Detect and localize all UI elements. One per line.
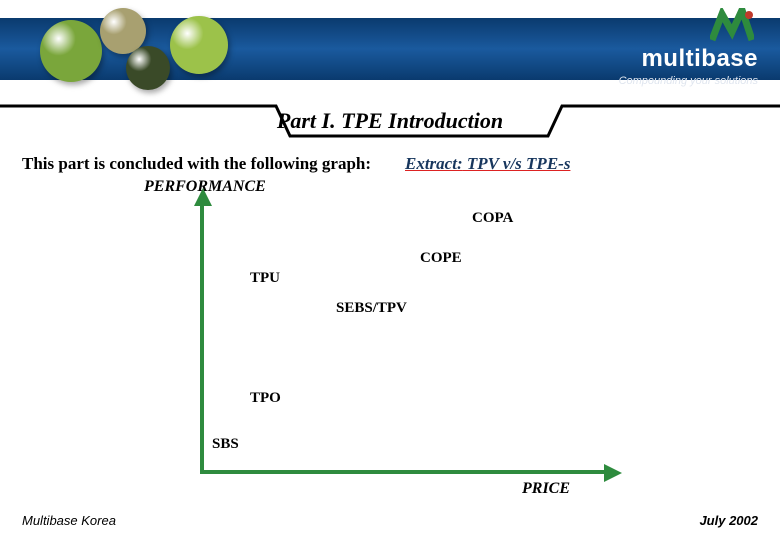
y-axis-label: PERFORMANCE bbox=[144, 178, 266, 196]
sphere-graphic bbox=[30, 0, 290, 100]
footer-company: Multibase Korea bbox=[22, 513, 116, 528]
y-axis bbox=[200, 202, 204, 474]
x-axis bbox=[200, 470, 608, 474]
extract-rest: TPV v/s TPE-s bbox=[463, 154, 571, 173]
material-label: SEBS/TPV bbox=[336, 300, 407, 317]
extract-prefix: Extract: bbox=[405, 154, 463, 173]
footer-date: July 2002 bbox=[699, 513, 758, 528]
extract-label: Extract: TPV v/s TPE-s bbox=[405, 154, 570, 174]
sphere-icon bbox=[40, 20, 102, 82]
material-label: TPU bbox=[250, 270, 280, 287]
material-label: COPA bbox=[472, 210, 513, 227]
intro-text: This part is concluded with the followin… bbox=[22, 154, 371, 174]
section-title: Part I. TPE Introduction bbox=[247, 104, 533, 140]
brand-tagline: Compounding your solutions bbox=[619, 75, 758, 87]
performance-price-chart: PERFORMANCE PRICE COPA COPE TPU SEBS/TPV TPO… bbox=[110, 178, 650, 508]
header: multibase Compounding your solutions bbox=[0, 0, 780, 100]
logo-mark-icon bbox=[710, 8, 754, 42]
material-label: SBS bbox=[212, 436, 239, 453]
x-axis-label: PRICE bbox=[522, 480, 570, 498]
sphere-icon bbox=[170, 16, 228, 74]
section-title-wrap: Part I. TPE Introduction bbox=[170, 104, 610, 140]
material-label: TPO bbox=[250, 390, 281, 407]
brand-name: multibase bbox=[619, 45, 758, 73]
x-axis-arrow-icon bbox=[604, 464, 622, 482]
sphere-icon bbox=[126, 46, 170, 90]
material-label: COPE bbox=[420, 250, 462, 267]
brand-logo: multibase Compounding your solutions bbox=[619, 8, 758, 87]
